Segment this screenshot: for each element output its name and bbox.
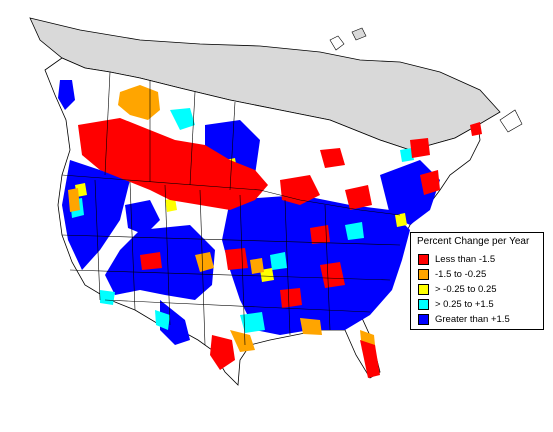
legend-label: -1.5 to -0.25 <box>435 268 487 280</box>
legend-item-less-than-minus-1-5: Less than -1.5 <box>418 253 495 265</box>
legend-title: Percent Change per Year <box>417 236 530 247</box>
legend-swatch <box>418 268 429 280</box>
legend-label: Less than -1.5 <box>435 253 496 265</box>
arctic-island-b <box>351 27 367 41</box>
legend-label: Greater than +1.5 <box>435 313 510 325</box>
arctic-island-c <box>499 109 523 133</box>
state-province-boundaries <box>61 71 401 346</box>
legend-item-0-25-to-plus-1-5: > 0.25 to +1.5 <box>418 298 494 310</box>
legend-item-greater-than-plus-1-5: Greater than +1.5 <box>418 313 510 325</box>
legend: Percent Change per Year Less than -1.5 -1… <box>410 232 544 330</box>
plus-0-25-to-plus-1-5-regions <box>70 108 414 333</box>
legend-swatch <box>418 298 429 310</box>
legend-label: > -0.25 to 0.25 <box>435 283 497 295</box>
legend-swatch <box>418 283 429 295</box>
arctic-island-a <box>329 35 345 51</box>
legend-swatch <box>418 253 429 265</box>
legend-label: > 0.25 to +1.5 <box>435 298 494 310</box>
legend-item-minus-0-25-to-0-25: > -0.25 to 0.25 <box>418 283 497 295</box>
legend-swatch <box>418 313 429 325</box>
legend-item-minus-1-5-to-minus-0-25: -1.5 to -0.25 <box>418 268 486 280</box>
